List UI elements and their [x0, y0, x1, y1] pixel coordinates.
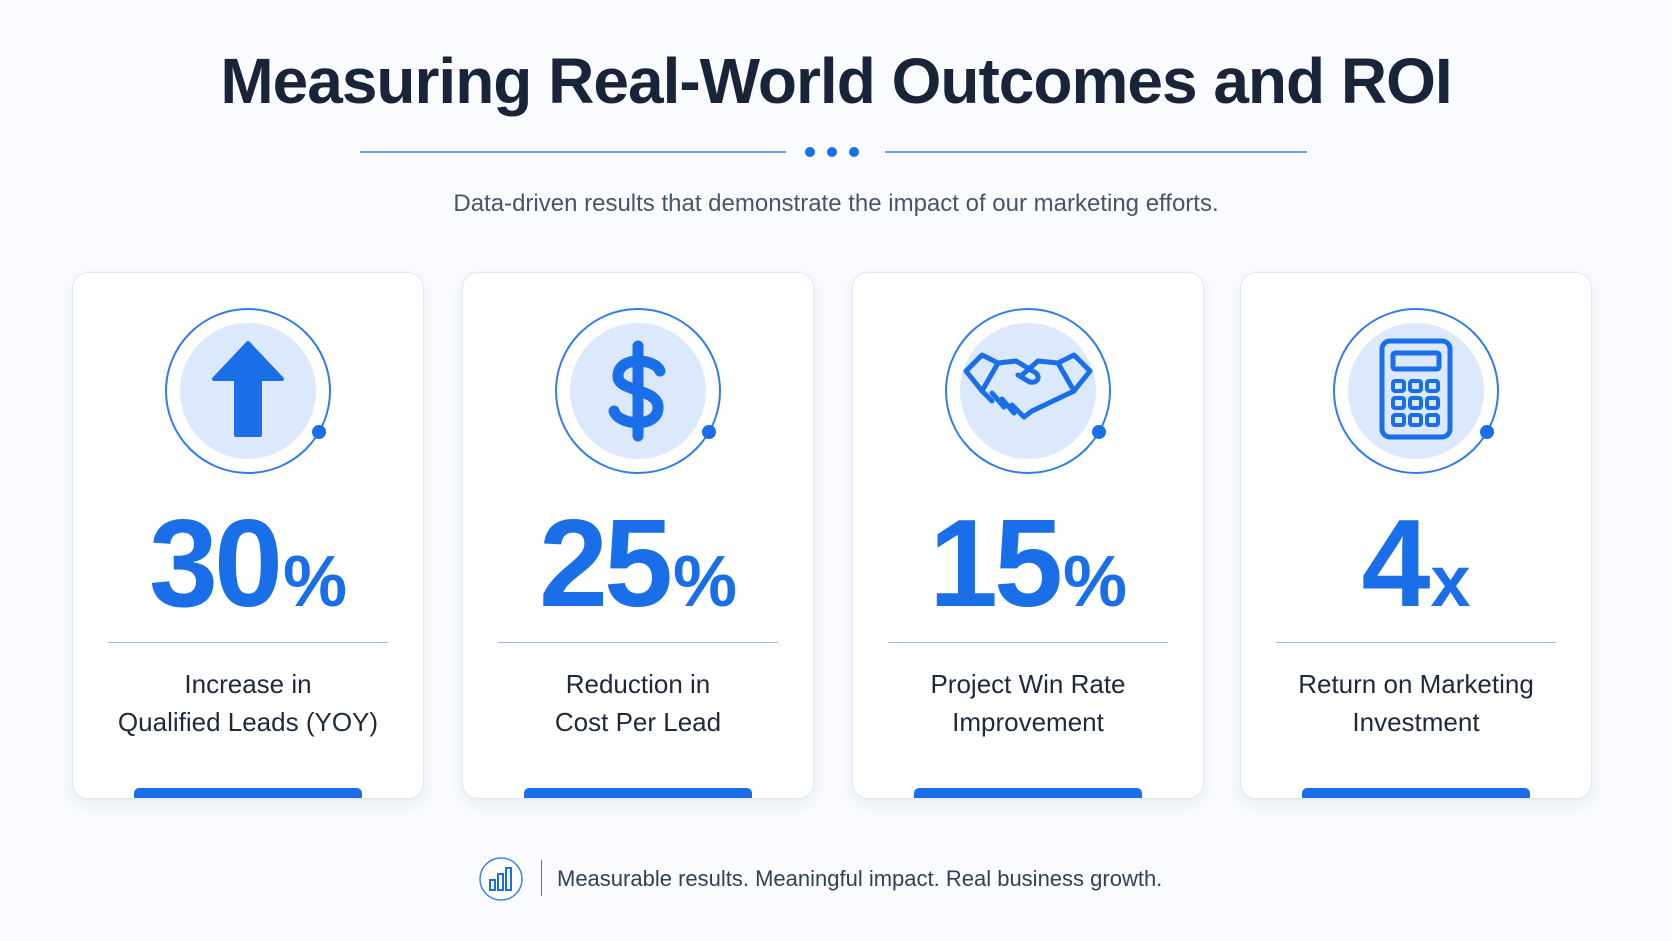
label-line: Reduction in [565, 669, 711, 699]
metric-label: Increase in Qualified Leads (YOY) [73, 665, 423, 741]
metric-card: 30% Increase in Qualified Leads (YOY) [72, 272, 424, 799]
icon [1333, 308, 1499, 474]
metric-unit: % [1062, 542, 1127, 622]
divider [360, 147, 1307, 157]
metric-unit: % [282, 542, 347, 622]
accent-bar [524, 788, 752, 798]
metric-value: 4x [1241, 493, 1591, 635]
footer-text: Measurable results. Meaningful impact. R… [557, 866, 1163, 891]
card-divider [498, 642, 778, 643]
card-divider [888, 642, 1168, 643]
label-line: Increase in [184, 669, 312, 699]
metric-number: 25 [539, 495, 673, 633]
metric-number: 30 [149, 495, 283, 633]
metric-number: 4 [1361, 495, 1430, 633]
subtitle: Data-driven results that demonstrate the… [453, 190, 1219, 217]
footer-separator [541, 860, 542, 896]
metric-card: 15% Project Win Rate Improvement [852, 272, 1204, 799]
metric-unit: % [672, 542, 737, 622]
metric-label: Project Win Rate Improvement [853, 665, 1203, 741]
label-line: Investment [1352, 707, 1480, 737]
metric-label: Reduction in Cost Per Lead [463, 665, 813, 741]
metric-unit: x [1430, 542, 1471, 622]
accent-bar [914, 788, 1142, 798]
accent-bar [1302, 788, 1530, 798]
title: Measuring Real-World Outcomes and ROI [220, 45, 1452, 117]
metric-label: Return on Marketing Investment [1241, 665, 1591, 741]
metric-value: 30% [73, 493, 423, 635]
metric-value: 25% [463, 493, 813, 635]
icon [555, 308, 721, 474]
accent-bar [134, 788, 362, 798]
metric-value: 15% [853, 493, 1203, 635]
icon [945, 308, 1111, 474]
label-line: Qualified Leads (YOY) [117, 707, 379, 737]
label-line: Cost Per Lead [554, 707, 722, 737]
icon [165, 308, 331, 474]
metric-card: 4x Return on Marketing Investment [1240, 272, 1592, 799]
label-line: Improvement [952, 707, 1104, 737]
label-line: Project Win Rate [930, 669, 1126, 699]
footer-icon [479, 857, 523, 901]
metric-card: 25% Reduction in Cost Per Lead [462, 272, 814, 799]
card-divider [1276, 642, 1556, 643]
metric-number: 15 [929, 495, 1063, 633]
label-line: Return on Marketing [1298, 669, 1534, 699]
card-divider [108, 642, 388, 643]
